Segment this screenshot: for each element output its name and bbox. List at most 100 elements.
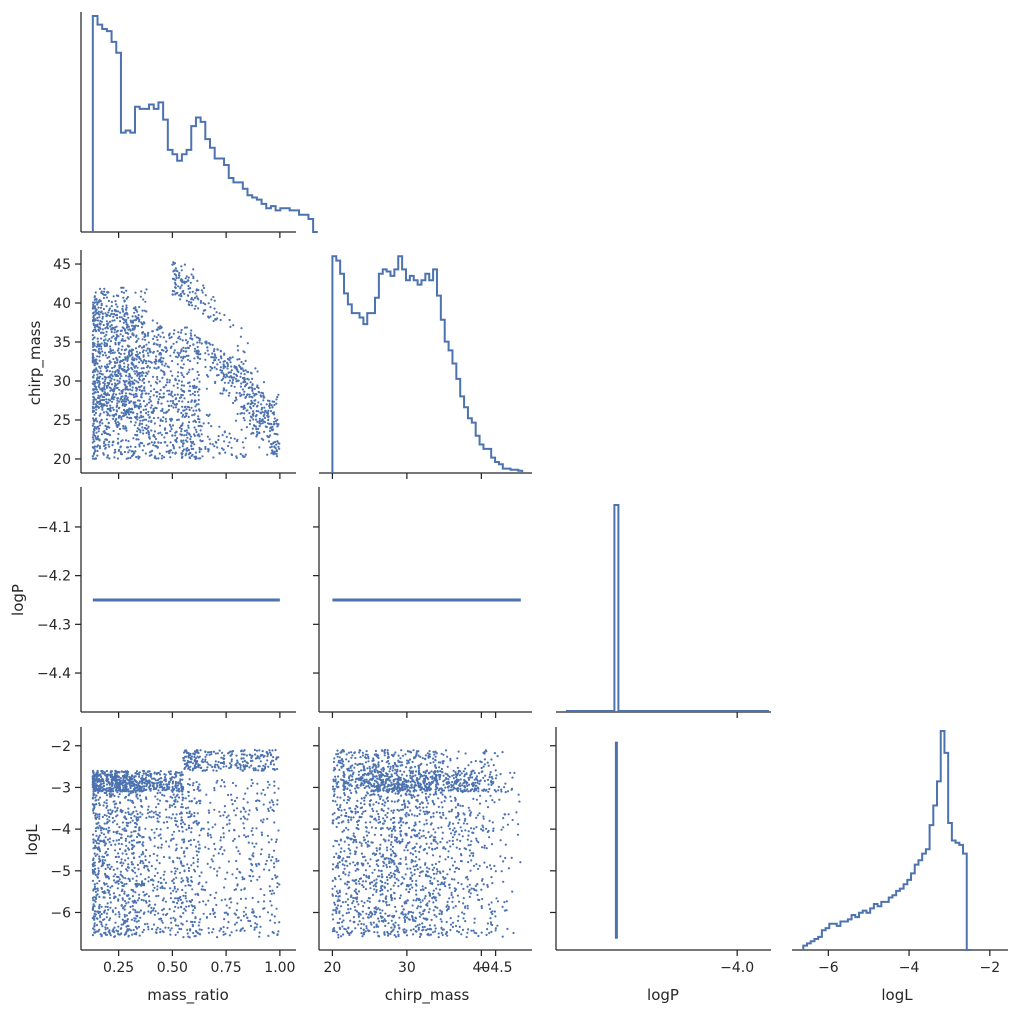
scatter-point: [157, 834, 160, 837]
scatter-point: [91, 356, 94, 359]
scatter-point: [244, 810, 247, 813]
scatter-point: [170, 427, 173, 431]
scatter-point: [182, 751, 186, 754]
scatter-point: [178, 335, 181, 338]
scatter-point: [242, 377, 246, 380]
scatter-point: [231, 381, 234, 384]
scatter-point: [94, 873, 97, 876]
scatter-point: [189, 451, 192, 455]
scatter-point: [248, 753, 251, 756]
scatter-point: [128, 401, 131, 405]
scatter-point: [121, 852, 124, 855]
scatter-point: [180, 825, 183, 829]
scatter-point: [209, 833, 212, 837]
scatter-point: [98, 813, 101, 816]
scatter-point: [92, 401, 95, 404]
scatter-point: [108, 815, 111, 819]
scatter-point: [142, 298, 145, 301]
scatter-point: [134, 791, 137, 794]
scatter-point: [175, 794, 178, 797]
scatter-point: [115, 771, 119, 774]
scatter-point: [214, 440, 217, 443]
scatter-point: [101, 388, 104, 391]
scatter-point: [98, 780, 101, 783]
scatter-point: [131, 777, 134, 781]
scatter-point: [243, 817, 247, 820]
scatter-point: [183, 282, 186, 285]
scatter-point: [141, 374, 144, 377]
scatter-point: [185, 275, 188, 278]
scatter-point: [271, 889, 274, 892]
scatter-point: [94, 812, 97, 815]
scatter-point: [168, 404, 171, 408]
scatter-point: [168, 337, 171, 340]
scatter-point: [198, 457, 201, 460]
scatter-point: [187, 400, 190, 404]
scatter-point: [114, 300, 117, 303]
scatter-point: [171, 374, 174, 377]
scatter-point: [118, 355, 121, 359]
scatter-point: [103, 290, 106, 293]
x-tick-label: 20: [323, 960, 341, 976]
scatter-point: [119, 870, 122, 873]
scatter-point: [135, 927, 139, 930]
x-tick-label: 40: [472, 960, 490, 976]
scatter-point: [211, 909, 215, 912]
scatter-point: [98, 377, 101, 380]
scatter-point: [129, 785, 132, 788]
scatter-point: [139, 403, 142, 406]
scatter-point: [93, 440, 96, 443]
scatter-point: [193, 347, 197, 350]
scatter-point: [107, 826, 110, 829]
scatter-point: [112, 910, 115, 914]
scatter-point: [92, 314, 95, 317]
scatter-point: [93, 852, 96, 855]
scatter-point: [154, 779, 157, 782]
scatter-point: [126, 869, 129, 872]
scatter-point: [258, 417, 261, 420]
scatter-point: [91, 770, 95, 773]
scatter-point: [106, 322, 109, 326]
scatter-point: [222, 836, 225, 839]
scatter-point: [176, 410, 179, 413]
scatter-point: [240, 757, 243, 760]
scatter-point: [276, 440, 279, 443]
scatter-point: [213, 896, 216, 900]
scatter-point: [103, 351, 107, 354]
scatter-point: [242, 764, 245, 767]
scatter-point: [131, 846, 134, 849]
scatter-point: [230, 760, 233, 763]
scatter-point: [111, 444, 114, 447]
scatter-point: [184, 355, 187, 358]
scatter-point: [162, 878, 166, 881]
scatter-point: [123, 892, 126, 895]
scatter-point: [141, 389, 144, 392]
scatter-point: [196, 377, 199, 380]
scatter-point: [204, 903, 207, 906]
scatter-point: [180, 295, 183, 298]
scatter-point: [187, 276, 190, 279]
scatter-point: [242, 910, 246, 913]
scatter-point: [178, 871, 182, 874]
scatter-point: [157, 400, 160, 403]
scatter-point: [111, 784, 114, 788]
scatter-point: [181, 864, 184, 867]
scatter-point: [247, 402, 250, 405]
scatter-point: [124, 850, 127, 853]
scatter-point: [147, 905, 150, 908]
scatter-point: [146, 812, 149, 815]
scatter-point: [266, 453, 269, 456]
scatter-point: [190, 864, 193, 867]
scatter-point: [168, 423, 171, 426]
ylabel-chirp-mass: chirp_mass: [26, 321, 45, 406]
scatter-point: [278, 442, 281, 445]
scatter-point: [96, 381, 99, 384]
scatter-point: [229, 766, 232, 769]
scatter-point: [172, 916, 175, 919]
scatter-point: [150, 816, 153, 819]
scatter-point: [156, 817, 159, 820]
scatter-point: [108, 829, 111, 832]
scatter-point: [196, 749, 199, 752]
scatter-point: [457, 867, 461, 871]
scatter-point: [156, 779, 159, 782]
